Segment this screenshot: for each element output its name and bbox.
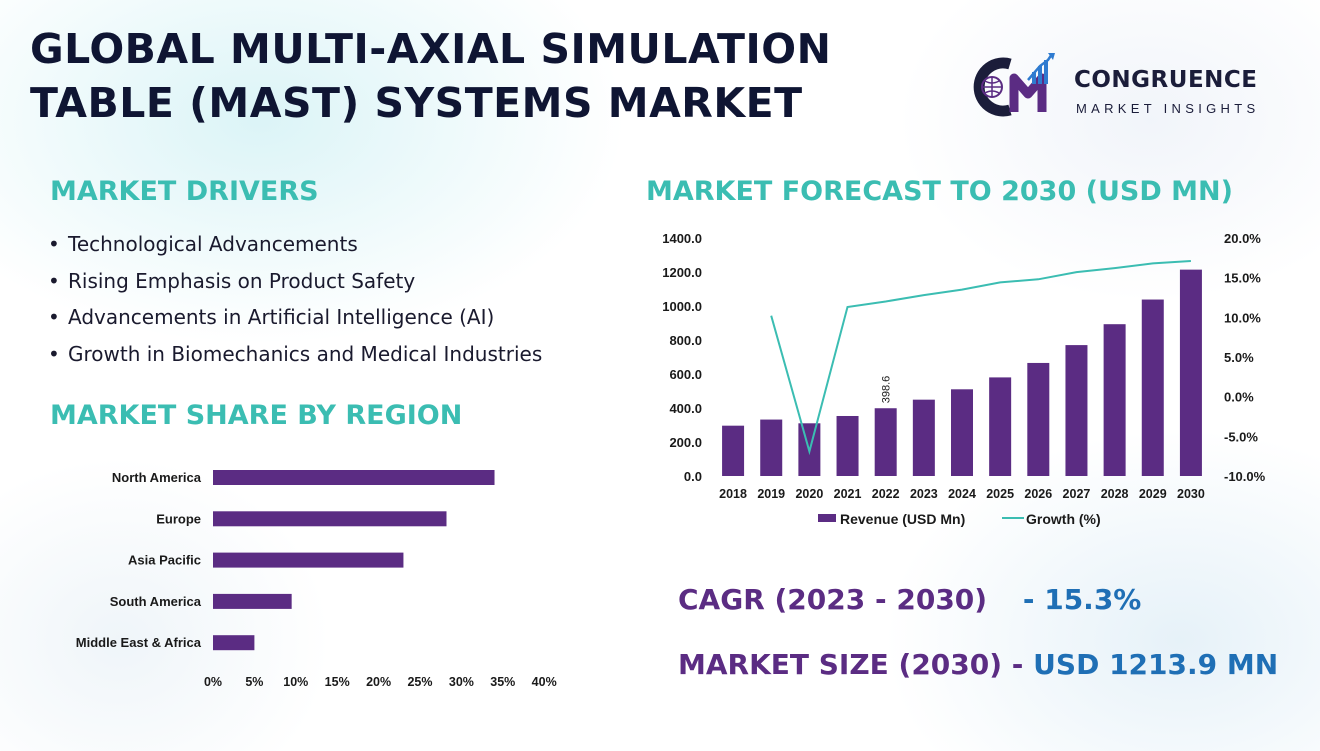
bullet-icon: • — [48, 305, 60, 329]
x-tick-label: 0% — [204, 675, 222, 689]
brand-logo: CONGRUENCE MARKET INSIGHTS — [966, 50, 1286, 124]
right-axis-tick-label: 15.0% — [1224, 271, 1261, 286]
x-tick-label: 2023 — [910, 487, 938, 501]
logo-tagline: MARKET INSIGHTS — [1076, 101, 1260, 116]
x-tick-label: 2024 — [948, 487, 976, 501]
driver-item: • Rising Emphasis on Product Safety — [48, 267, 542, 304]
right-axis-tick-label: -10.0% — [1224, 469, 1266, 484]
driver-item: • Technological Advancements — [48, 230, 542, 267]
revenue-bar — [874, 408, 897, 476]
market-size-value: USD 1213.9 MN — [1033, 648, 1279, 681]
right-axis-tick-label: 20.0% — [1224, 231, 1261, 246]
x-tick-label: 2028 — [1101, 487, 1129, 501]
page-title-line2: TABLE (MAST) SYSTEMS MARKET — [30, 79, 803, 127]
region-bar — [213, 593, 292, 609]
right-axis-tick-label: 5.0% — [1224, 350, 1254, 365]
region-label: Europe — [156, 511, 201, 526]
right-axis-tick-label: -5.0% — [1224, 429, 1258, 444]
revenue-bar — [989, 377, 1012, 476]
bullet-icon: • — [48, 268, 60, 293]
revenue-bar — [951, 389, 973, 476]
region-label: Asia Pacific — [128, 553, 201, 568]
region-share-heading: MARKET SHARE BY REGION — [50, 400, 463, 431]
region-bar — [213, 470, 495, 485]
logo-mark-icon — [973, 53, 1055, 117]
data-label: 398.6 — [881, 376, 893, 404]
region-bar — [213, 511, 447, 527]
left-axis-tick-label: 0.0 — [684, 469, 702, 484]
x-tick-label: 2019 — [757, 487, 785, 501]
cagr-value: - 15.3% — [1022, 583, 1142, 616]
left-axis-tick-label: 1000.0 — [662, 299, 702, 314]
left-axis-tick-label: 200.0 — [669, 435, 702, 450]
revenue-bar — [1027, 362, 1050, 476]
x-tick-label: 2020 — [795, 487, 823, 501]
driver-item: • Growth in Biomechanics and Medical Indu… — [48, 340, 542, 377]
region-label: Middle East & Africa — [76, 635, 202, 650]
left-axis-tick-label: 1400.0 — [662, 231, 702, 246]
x-tick-label: 30% — [449, 675, 474, 689]
revenue-bar — [722, 425, 745, 476]
driver-item-label: Technological Advancements — [68, 232, 358, 256]
region-share-chart: North America Europe Asia Pacific South Ame… — [76, 470, 557, 689]
x-tick-label: 10% — [283, 675, 308, 689]
driver-item-label: Growth in Biomechanics and Medical Indus… — [68, 341, 543, 366]
left-axis-tick-label: 800.0 — [669, 333, 702, 348]
left-axis-tick-label: 1200.0 — [662, 265, 702, 280]
market-drivers-heading: MARKET DRIVERS — [50, 176, 319, 207]
legend-growth-label: Growth (%) — [1026, 511, 1101, 527]
region-bar — [213, 552, 404, 568]
right-axis-tick-label: 0.0% — [1224, 390, 1254, 405]
bullet-icon: • — [48, 232, 60, 256]
page-title: GLOBAL MULTI-AXIAL SIMULATION TABLE (MAS… — [30, 22, 831, 130]
revenue-bar — [836, 415, 859, 476]
legend-bar-swatch — [818, 514, 836, 522]
x-tick-label: 2029 — [1139, 487, 1167, 501]
legend-revenue-label: Revenue (USD Mn) — [840, 511, 965, 527]
x-tick-label: 2018 — [719, 487, 747, 501]
market-size-label: MARKET SIZE (2030) - — [678, 648, 1024, 681]
x-tick-label: 35% — [490, 675, 515, 689]
x-tick-label: 20% — [366, 675, 391, 689]
bullet-icon: • — [48, 341, 60, 366]
revenue-bar — [1179, 269, 1202, 476]
x-tick-label: 15% — [325, 675, 350, 689]
cagr-stat: CAGR (2023 - 2030) - 15.3% — [678, 583, 1141, 616]
revenue-bar — [1103, 324, 1126, 476]
cagr-label: CAGR (2023 - 2030) — [678, 583, 988, 616]
page-title-line1: GLOBAL MULTI-AXIAL SIMULATION — [30, 25, 832, 73]
forecast-heading: MARKET FORECAST TO 2030 (USD MN) — [646, 176, 1233, 207]
driver-item-label: Rising Emphasis on Product Safety — [68, 268, 416, 293]
right-axis-tick-label: 10.0% — [1224, 310, 1261, 325]
x-tick-label: 2027 — [1063, 487, 1091, 501]
x-tick-label: 25% — [407, 675, 432, 689]
region-label: South America — [110, 594, 202, 609]
market-drivers-list: • Technological Advancements • Rising Emph… — [48, 230, 542, 376]
market-size-stat: MARKET SIZE (2030) - USD 1213.9 MN — [678, 648, 1278, 681]
forecast-chart: 0.0 200.0 400.0 600.0 800.0 1000.0 1200.0 1400.… — [662, 231, 1266, 527]
x-tick-label: 5% — [245, 675, 263, 689]
left-axis-tick-label: 600.0 — [669, 367, 702, 382]
region-bar — [213, 635, 255, 651]
revenue-bar — [912, 399, 935, 476]
driver-item: • Advancements in Artificial Intelligence… — [48, 303, 542, 340]
revenue-bar — [1141, 299, 1164, 476]
x-tick-label: 2025 — [986, 487, 1014, 501]
region-label: North America — [112, 470, 202, 485]
x-tick-label: 40% — [532, 675, 557, 689]
revenue-bar — [760, 419, 783, 476]
revenue-bar — [1065, 345, 1088, 476]
driver-item-label: Advancements in Artificial Intelligence … — [68, 305, 495, 329]
x-tick-label: 2026 — [1024, 487, 1052, 501]
x-tick-label: 2021 — [834, 487, 862, 501]
logo-name: CONGRUENCE — [1074, 67, 1258, 93]
growth-line — [770, 260, 1191, 456]
left-axis-tick-label: 400.0 — [669, 401, 702, 416]
x-tick-label: 2030 — [1177, 487, 1205, 501]
x-tick-label: 2022 — [872, 487, 900, 501]
